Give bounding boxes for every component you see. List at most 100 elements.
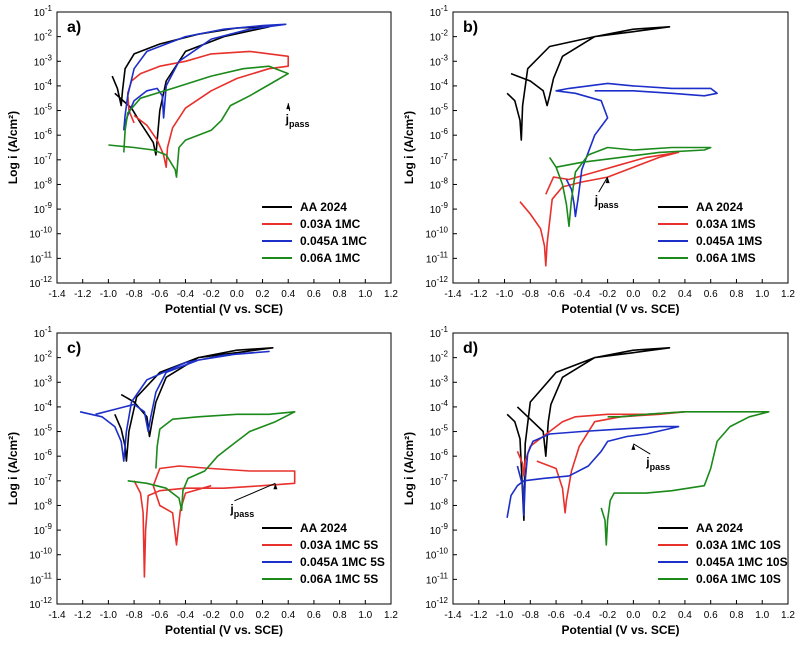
y-tick-label: 10-3 [430, 374, 449, 389]
series-line-0-045a-1ms [555, 82, 718, 218]
x-tick-label: 0.0 [230, 289, 244, 300]
y-tick-label: 10-1 [34, 4, 53, 19]
series-line-0-045a-1mc-5s [79, 350, 270, 462]
x-tick-label: 0.6 [307, 289, 321, 300]
x-axis-label: Potential (V vs. SCE) [561, 302, 679, 316]
y-tick-label: 10-12 [29, 596, 52, 611]
y-tick-label: 10-8 [430, 176, 449, 191]
y-tick-label: 10-6 [34, 448, 53, 463]
x-tick-label: 1.2 [384, 289, 398, 300]
y-tick-label: 10-5 [34, 424, 53, 439]
y-tick-label: 10-11 [426, 250, 449, 265]
series-line-0-03a-1mc [126, 50, 289, 168]
y-tick-label: 10-10 [29, 547, 52, 562]
y-tick-label: 10-9 [430, 201, 449, 216]
panel-d: -1.4 -1.2 -1.0 -0.8 -0.6 -0.4 -0.2 0.0 0.2 0.4 0.6… [402, 325, 795, 637]
x-tick-label: -1.0 [100, 289, 118, 300]
y-tick-label: 10-2 [430, 29, 449, 44]
jpass-arrowhead [273, 483, 278, 490]
legend-entry: 0.06A 1MS [696, 251, 756, 265]
jpass-label: jpass [229, 502, 254, 519]
y-tick-label: 10-9 [430, 522, 449, 537]
x-tick-label: -1.4 [48, 610, 66, 621]
y-tick-label: 10-7 [430, 152, 449, 167]
series-line-0-045a-1mc [123, 23, 287, 131]
x-tick-label: -1.0 [100, 610, 118, 621]
plot-frame [56, 11, 392, 284]
y-tick-label: 10-10 [425, 226, 448, 241]
y-tick-label: 10-2 [34, 29, 53, 44]
x-tick-label: 1.2 [384, 610, 398, 621]
y-axis-label: Log i (A/cm²) [402, 432, 416, 505]
x-tick-label: 1.0 [358, 610, 372, 621]
y-tick-label: 10-11 [30, 571, 53, 586]
y-tick-label: 10-9 [34, 201, 53, 216]
y-tick-label: 10-3 [34, 53, 53, 68]
plot-frame [56, 332, 392, 605]
x-tick-label: 0.2 [256, 289, 270, 300]
series-line-0-03a-1mc-5s [133, 465, 296, 578]
x-tick-label: -0.6 [547, 289, 565, 300]
x-tick-label: 0.4 [678, 610, 692, 621]
y-tick-label: 10-10 [425, 547, 448, 562]
x-tick-label: 0.0 [626, 610, 640, 621]
legend-entry: AA 2024 [300, 521, 347, 535]
y-tick-label: 10-2 [430, 350, 449, 365]
y-tick-label: 10-8 [34, 497, 53, 512]
y-tick-label: 10-3 [34, 374, 53, 389]
series-line-0-06a-1mc [108, 65, 289, 178]
series-line-aa-2024 [506, 26, 671, 141]
y-tick-label: 10-7 [34, 152, 53, 167]
x-tick-label: -0.8 [522, 610, 540, 621]
series-line-0-06a-1mc-5s [127, 411, 296, 512]
x-tick-label: 0.6 [307, 610, 321, 621]
x-tick-label: -0.2 [203, 610, 221, 621]
x-tick-label: 0.8 [730, 289, 744, 300]
y-tick-label: 10-12 [425, 275, 448, 290]
plot-frame [452, 332, 789, 605]
x-tick-label: -0.4 [177, 610, 195, 621]
x-tick-label: -1.0 [496, 289, 514, 300]
panel-a: -1.4 -1.2 -1.0 -0.8 -0.6 -0.4 -0.2 0.0 0.2 0.4 0.6… [6, 4, 398, 316]
x-tick-label: 1.2 [781, 610, 795, 621]
x-tick-label: 0.6 [704, 610, 718, 621]
x-tick-label: 0.0 [230, 610, 244, 621]
y-tick-label: 10-12 [29, 275, 52, 290]
x-tick-label: -0.6 [151, 610, 169, 621]
jpass-arrowhead [605, 177, 610, 184]
x-tick-label: -1.4 [48, 289, 66, 300]
legend-entry: 0.03A 1MC 5S [300, 538, 378, 552]
x-tick-label: 1.0 [755, 289, 769, 300]
y-tick-label: 10-4 [430, 399, 449, 414]
x-tick-label: 0.4 [281, 610, 295, 621]
y-tick-label: 10-4 [34, 399, 53, 414]
x-axis-label: Potential (V vs. SCE) [165, 302, 283, 316]
jpass-label: jpass [594, 193, 619, 210]
legend-entry: 0.06A 1MC 10S [696, 572, 781, 586]
x-tick-label: -0.8 [125, 610, 143, 621]
x-tick-label: 0.4 [678, 289, 692, 300]
legend-entry: 0.06A 1MC [300, 251, 361, 265]
series-line-0-06a-1mc-10s [600, 411, 770, 546]
x-tick-label: 0.2 [652, 289, 666, 300]
series-line-0-06a-1ms [548, 146, 712, 228]
x-tick-label: -1.0 [496, 610, 514, 621]
x-tick-label: -1.4 [444, 289, 462, 300]
x-tick-label: 0.4 [281, 289, 295, 300]
panel-label: d) [463, 340, 478, 357]
legend-entry: 0.045A 1MC 10S [696, 555, 788, 569]
x-tick-label: -1.4 [444, 610, 462, 621]
y-tick-label: 10-11 [30, 250, 53, 265]
legend-entry: AA 2024 [696, 521, 743, 535]
x-tick-label: 0.8 [730, 610, 744, 621]
series-line-0-045a-1mc-10s [506, 425, 680, 518]
x-tick-label: -0.6 [151, 289, 169, 300]
panel-b: -1.4 -1.2 -1.0 -0.8 -0.6 -0.4 -0.2 0.0 0.2 0.4 0.6… [402, 4, 795, 316]
y-tick-label: 10-5 [430, 424, 449, 439]
legend-entry: 0.03A 1MC [300, 217, 361, 231]
y-tick-label: 10-7 [430, 473, 449, 488]
x-tick-label: -1.2 [74, 289, 92, 300]
y-tick-label: 10-5 [430, 103, 449, 118]
x-tick-label: -1.2 [74, 610, 92, 621]
